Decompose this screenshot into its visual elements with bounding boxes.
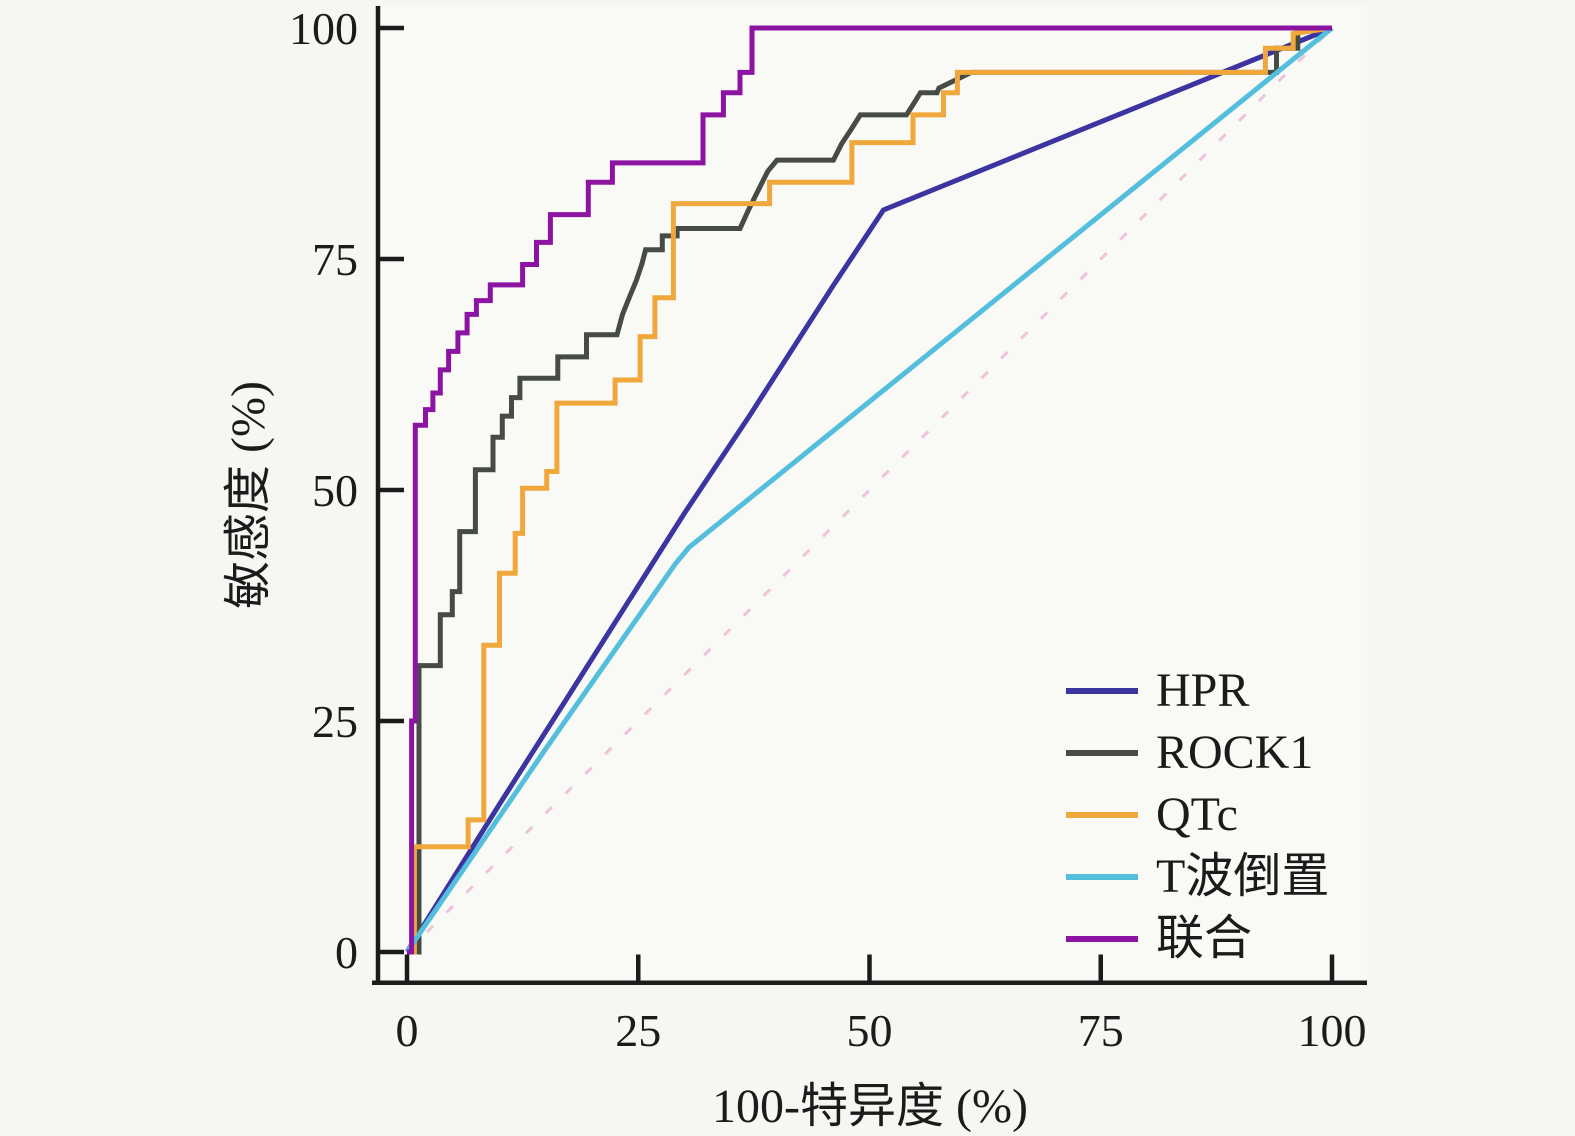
y-tick-label-25: 25 [312,696,358,747]
legend-item-qtc: QTc [1066,784,1329,846]
x-axis-title: 100-特异度 (%) [712,1080,1028,1133]
x-tick-label-75: 75 [1078,1005,1124,1056]
y-axis-title: 敏感度 (%) [222,381,275,609]
series-hpr [404,25,1333,954]
legend: HPR ROCK1 QTc T波倒置 联合 [1066,660,1329,970]
y-tick-label-0: 0 [335,927,358,978]
legend-item-t-wave-inversion: T波倒置 [1066,846,1329,908]
legend-item-combined: 联合 [1066,908,1329,970]
series-t-wave-inversion [404,26,1334,954]
legend-swatch-qtc [1066,812,1138,818]
x-tick-label-0: 0 [396,1005,419,1056]
x-tick-label-25: 25 [615,1005,661,1056]
legend-swatch-hpr [1066,688,1138,694]
x-tick-label-50: 50 [847,1005,893,1056]
legend-swatch-t-wave-inversion [1066,874,1138,880]
y-tick-label-100: 100 [289,3,358,54]
legend-label-t-wave-inversion: T波倒置 [1156,850,1330,903]
y-tick-label-50: 50 [312,465,358,516]
series-combined [407,25,1332,955]
legend-item-rock1: ROCK1 [1066,722,1329,784]
legend-label-qtc: QTc [1156,788,1238,841]
series-rock1 [407,25,1332,955]
plot-area [380,6,1367,983]
x-tick-label-100: 100 [1298,1005,1367,1056]
legend-swatch-combined [1066,936,1138,942]
series-qtc [407,25,1333,955]
legend-item-hpr: HPR [1066,660,1329,722]
legend-swatch-rock1 [1066,750,1138,756]
y-tick-label-75: 75 [312,234,358,285]
legend-label-combined: 联合 [1156,912,1253,965]
legend-label-hpr: HPR [1156,664,1250,717]
legend-label-rock1: ROCK1 [1156,726,1314,779]
